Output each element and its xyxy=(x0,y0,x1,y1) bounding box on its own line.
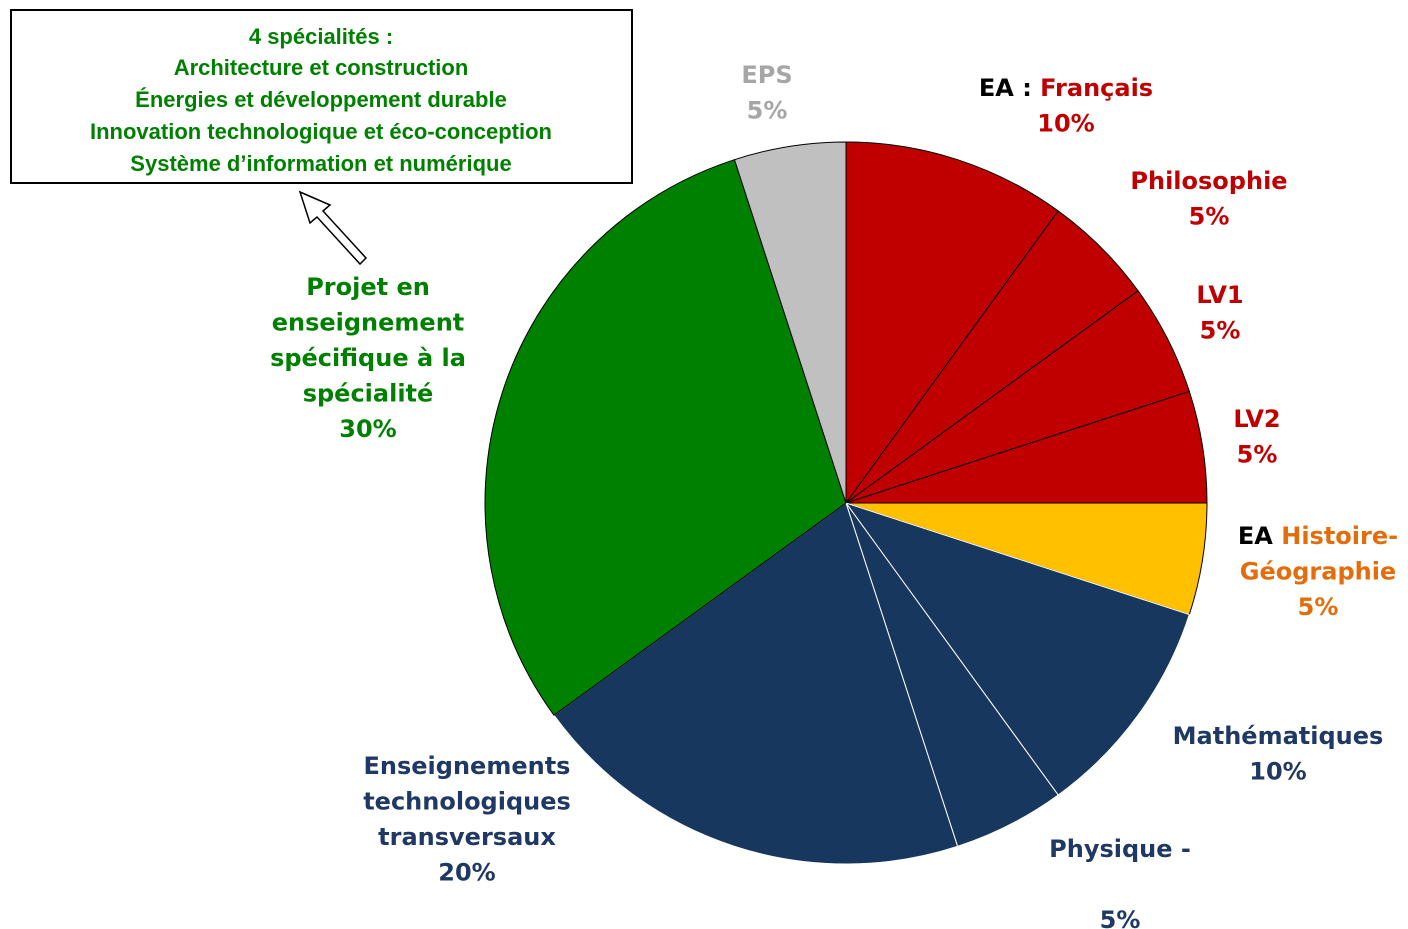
value-label: 5% xyxy=(1189,203,1230,231)
annotation-item: Système d’information et numérique xyxy=(130,151,511,176)
slices xyxy=(484,141,1208,865)
annotation-title: 4 spécialités : xyxy=(249,24,393,49)
annotation-box xyxy=(10,9,633,184)
value-label: 10% xyxy=(1037,110,1094,138)
value-label: 20% xyxy=(438,859,495,887)
annotation-item: Énergies et développement durable xyxy=(135,87,507,112)
value-label: 5% xyxy=(1237,441,1278,469)
value-label: 30% xyxy=(339,415,396,443)
slice-label: EA Histoire-Géographie xyxy=(1238,522,1398,586)
value-label: 5% xyxy=(747,97,788,125)
slice-label: Philosophie xyxy=(1130,167,1287,195)
slice-label: Physique - xyxy=(1049,835,1191,863)
value-label: 5% xyxy=(1200,317,1241,345)
slice-label: EPS xyxy=(741,61,792,89)
pie-slice xyxy=(553,502,959,865)
pie-slice xyxy=(845,141,1059,505)
arrow xyxy=(298,190,368,266)
pie-slice xyxy=(844,502,1190,796)
slice-label: Mathématiques xyxy=(1173,722,1384,750)
pie-slice xyxy=(733,141,847,504)
slice-label: LV1 xyxy=(1196,281,1243,309)
annotation-item: Innovation technologique et éco-concepti… xyxy=(90,119,552,144)
annotation-item: Architecture et construction xyxy=(174,55,469,80)
slice-label: Enseignements technologiques transversaux xyxy=(363,752,571,851)
slice-label: EA : Français xyxy=(979,74,1153,102)
value-label: 10% xyxy=(1249,758,1306,786)
slice-label: Projet en enseignement spécifique à la spéc… xyxy=(270,273,466,408)
pie-slice xyxy=(484,159,847,716)
value-label: 5% xyxy=(1100,906,1141,929)
slice-label: LV2 xyxy=(1233,405,1280,433)
value-label: 5% xyxy=(1298,593,1339,621)
labels: EA : Français 10% Philosophie 5% LV1 5% LV2 5% E… xyxy=(270,61,1398,929)
